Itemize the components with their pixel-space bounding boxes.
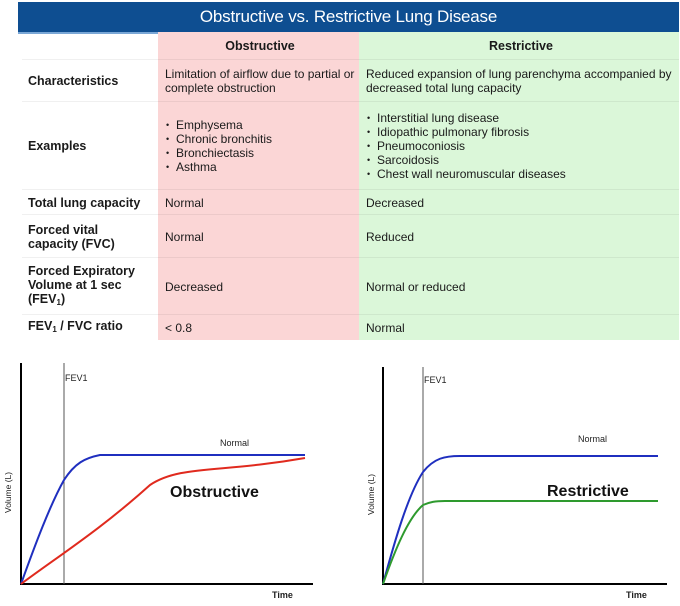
obstructive-cell: Emphysema Chronic bronchitis Bronchiecta… <box>165 102 355 190</box>
list-item: Idiopathic pulmonary fibrosis <box>366 125 566 139</box>
restrictive-curve <box>382 500 658 585</box>
table-row: Total lung capacity Normal Decreased <box>22 190 679 215</box>
y-axis-label: Volume (L) <box>366 474 376 515</box>
obstructive-cell: < 0.8 <box>165 320 193 335</box>
table-row: FEV1 / FVC ratio < 0.8 Normal <box>22 315 679 340</box>
table-row: Forced vital capacity (FVC) Normal Reduc… <box>22 215 679 258</box>
restrictive-cell: Normal or reduced <box>366 279 466 294</box>
obstructive-curve-label: Obstructive <box>170 484 259 501</box>
list-item: Chest wall neuromuscular diseases <box>366 167 566 181</box>
list-item: Emphysema <box>165 118 272 132</box>
header-row: Obstructive Restrictive <box>22 32 679 60</box>
row-label: Characteristics <box>28 74 119 88</box>
list-item: Interstitial lung disease <box>366 111 566 125</box>
restrictive-cell: Decreased <box>366 195 425 210</box>
table-row: Examples Emphysema Chronic bronchitis Br… <box>22 102 679 190</box>
header-restrictive: Restrictive <box>489 39 553 53</box>
obstructive-cell: Normal <box>165 195 204 210</box>
normal-curve <box>20 454 305 585</box>
restrictive-cell: Normal <box>366 320 405 335</box>
restrictive-cell: Interstitial lung disease Idiopathic pul… <box>366 102 676 190</box>
restrictive-spirometry-chart: FEV1 Normal Restrictive Time Volume (L) <box>350 355 680 601</box>
page-title: Obstructive vs. Restrictive Lung Disease <box>18 2 679 34</box>
restrictive-column-bg <box>359 32 679 340</box>
fev1-label: FEV1 <box>65 373 88 383</box>
row-label: Examples <box>28 139 87 153</box>
obstructive-examples-list: Emphysema Chronic bronchitis Bronchiecta… <box>165 118 272 174</box>
normal-label: Normal <box>220 438 249 448</box>
obstructive-spirometry-chart: FEV1 Normal Obstructive Time Volume (L) <box>0 355 340 601</box>
restrictive-cell: Reduced expansion of lung parenchyma acc… <box>366 67 672 95</box>
list-item: Pneumoconiosis <box>366 139 566 153</box>
list-item: Asthma <box>165 160 272 174</box>
list-item: Sarcoidosis <box>366 153 566 167</box>
fev1-label: FEV1 <box>424 375 447 385</box>
obstructive-curve <box>20 457 306 585</box>
row-label: FEV1 / FVC ratio <box>28 318 123 334</box>
restrictive-curve-label: Restrictive <box>547 483 629 500</box>
obstructive-cell: Decreased <box>165 279 224 294</box>
row-label: Forced Expiratory Volume at 1 sec (FEV1) <box>28 263 135 307</box>
list-item: Chronic bronchitis <box>165 132 272 146</box>
x-axis-label: Time <box>272 590 293 600</box>
restrictive-examples-list: Interstitial lung disease Idiopathic pul… <box>366 111 566 181</box>
normal-curve <box>382 455 658 585</box>
x-axis-label: Time <box>626 590 647 600</box>
row-label: Forced vital capacity (FVC) <box>28 222 115 251</box>
list-item: Bronchiectasis <box>165 146 272 160</box>
restrictive-cell: Reduced <box>366 229 415 244</box>
table-row: Characteristics Limitation of airflow du… <box>22 60 679 102</box>
table-row: Forced Expiratory Volume at 1 sec (FEV1)… <box>22 258 679 315</box>
y-axis-label: Volume (L) <box>3 472 13 513</box>
obstructive-cell: Limitation of airflow due to partial or … <box>165 67 355 95</box>
obstructive-column-bg <box>158 32 359 340</box>
normal-label: Normal <box>578 434 607 444</box>
obstructive-cell: Normal <box>165 229 204 244</box>
header-obstructive: Obstructive <box>225 39 295 53</box>
row-label: Total lung capacity <box>28 195 141 210</box>
